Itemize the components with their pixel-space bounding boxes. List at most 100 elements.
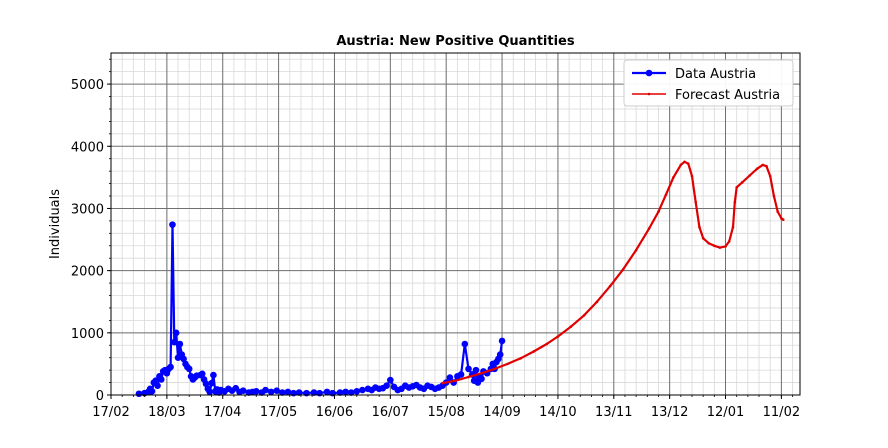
forecast-point — [493, 367, 496, 371]
x-tick-label: 17/05 — [260, 405, 297, 420]
data-point — [154, 382, 161, 389]
forecast-point — [731, 225, 735, 229]
x-tick-label: 17/02 — [92, 405, 129, 420]
x-tick-label: 17/04 — [204, 405, 241, 420]
data-point — [135, 390, 143, 398]
legend-box — [623, 59, 794, 107]
data-point — [446, 374, 454, 381]
data-point — [176, 340, 184, 348]
data-point — [347, 389, 355, 396]
data-point — [152, 377, 159, 384]
forecast-point — [768, 174, 772, 178]
x-tick-label: 16/06 — [316, 405, 353, 420]
data-point — [167, 363, 174, 371]
data-point — [465, 365, 472, 373]
series-line — [442, 160, 784, 385]
forecast-point — [724, 245, 727, 248]
forecast-point — [690, 174, 694, 178]
legend-swatch-marker — [647, 92, 651, 96]
forecast-point — [698, 225, 701, 229]
data-point — [284, 388, 292, 396]
forecast-point — [532, 350, 536, 353]
data-point — [387, 376, 394, 384]
x-tick-label: 11/02 — [763, 405, 800, 420]
y-tick-label: 1000 — [71, 327, 104, 342]
series-forecast-austria — [441, 160, 785, 385]
forecast-point — [713, 244, 716, 248]
data-point — [185, 365, 193, 373]
legend: Data Austria Forecast Austria — [623, 59, 794, 107]
data-point — [157, 376, 165, 383]
forecast-point — [761, 163, 765, 167]
data-point — [148, 387, 156, 395]
data-point — [478, 375, 485, 383]
y-tick-label: 5000 — [71, 78, 104, 93]
data-point — [323, 388, 331, 396]
series-data-austria — [135, 221, 506, 398]
forecast-point — [683, 160, 686, 164]
forecast-point — [441, 381, 444, 385]
data-point — [353, 387, 361, 395]
data-point — [498, 337, 506, 345]
forecast-point — [679, 163, 683, 167]
x-tick-label: 16/07 — [372, 405, 409, 420]
forecast-point — [467, 375, 470, 379]
chart-title: Austria: New Positive Quantities — [336, 34, 574, 49]
data-point — [206, 388, 213, 396]
forecast-point — [657, 210, 660, 213]
forecast-point — [686, 162, 690, 165]
data-point — [180, 355, 187, 363]
data-point — [198, 370, 206, 378]
data-point — [171, 338, 178, 346]
y-tick-label: 2000 — [71, 265, 104, 280]
forecast-point — [664, 193, 668, 197]
x-tick-label: 18/03 — [148, 405, 185, 420]
forecast-point — [595, 300, 599, 304]
data-point — [262, 386, 269, 394]
data-point — [239, 387, 247, 394]
forecast-point — [733, 200, 737, 204]
data-point — [279, 389, 286, 396]
legend-label: Data Austria — [675, 67, 756, 82]
data-point — [208, 379, 215, 387]
data-point — [295, 389, 303, 396]
data-point — [202, 380, 210, 388]
forecast-point — [582, 314, 586, 317]
plot-frame — [110, 52, 801, 396]
data-point — [210, 371, 217, 379]
forecast-point — [621, 268, 625, 271]
forecast-point — [765, 164, 768, 168]
legend-item: Data Austria — [632, 67, 756, 82]
forecast-point — [707, 241, 711, 245]
forecast-point — [672, 176, 675, 179]
x-tick-label: 14/10 — [539, 405, 576, 420]
data-point — [496, 351, 504, 358]
legend-item: Forecast Austria — [632, 88, 780, 103]
y-axis-label: Individuals — [48, 189, 63, 259]
data-point — [169, 221, 176, 228]
forecast-point — [727, 240, 731, 243]
forecast-point — [519, 357, 522, 360]
forecast-point — [776, 210, 779, 213]
data-point — [359, 386, 366, 394]
forecast-point — [480, 371, 483, 375]
forecast-point — [748, 174, 752, 177]
x-tick-label: 12/01 — [707, 405, 744, 420]
forecast-point — [506, 362, 509, 366]
data-point — [383, 382, 390, 389]
data-point — [252, 387, 260, 395]
data-point — [310, 389, 318, 396]
forecast-point — [569, 325, 573, 328]
data-point — [273, 387, 281, 394]
forecast-point — [781, 218, 785, 221]
forecast-point — [608, 284, 612, 288]
y-tick-label: 4000 — [71, 140, 104, 155]
data-point — [461, 340, 469, 348]
legend-label: Forecast Austria — [675, 88, 780, 103]
data-point — [267, 388, 275, 396]
forecast-point — [694, 200, 698, 204]
forecast-point — [740, 181, 744, 184]
data-point — [457, 371, 465, 378]
x-tick-label: 15/08 — [427, 405, 464, 420]
